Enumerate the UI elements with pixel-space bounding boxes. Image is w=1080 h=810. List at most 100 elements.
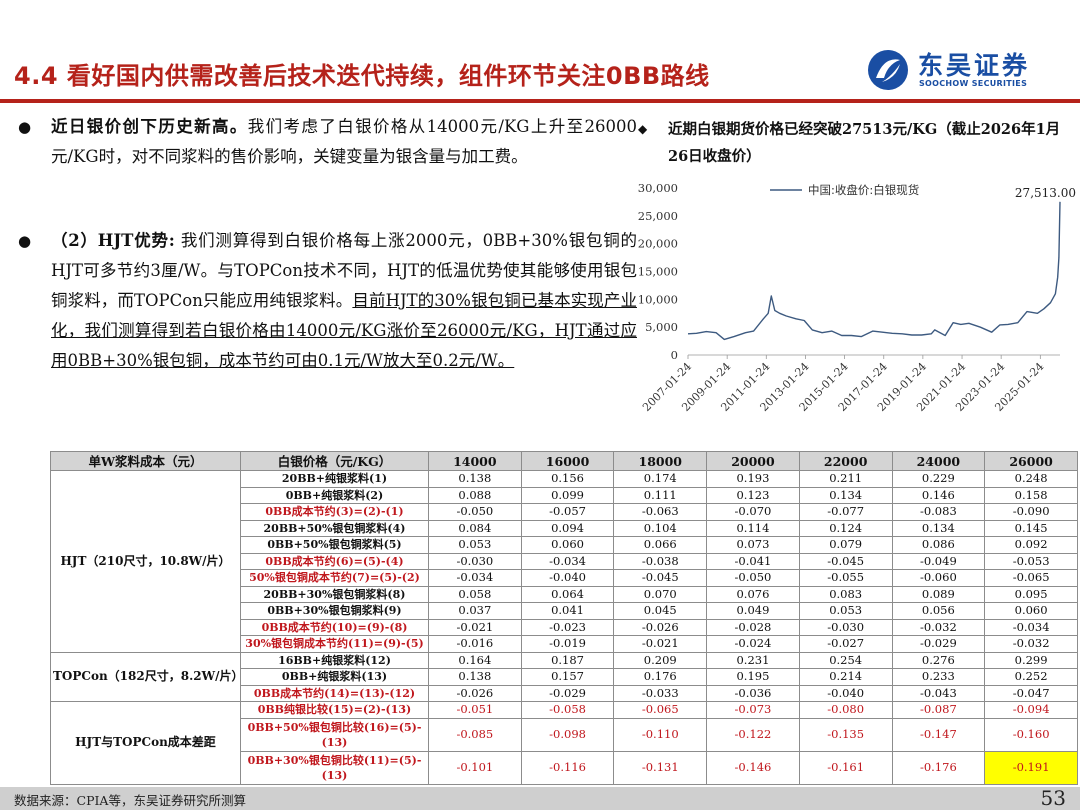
group-diff: HJT与TOPCon成本差距 — [50, 701, 241, 785]
table-cell: 0.231 — [706, 651, 800, 669]
series-line — [687, 201, 1061, 341]
table-cell: -0.034 — [520, 552, 615, 570]
table-cell: 0.095 — [984, 585, 1078, 603]
table-cell: -0.080 — [798, 701, 893, 719]
table-row: 0BB+50%银包铜浆料(5) 0.053 0.060 0.066 0.073 0.079… — [51, 536, 1078, 554]
table-cell: 0.229 — [891, 470, 986, 488]
row-label: 0BB+30%银包铜浆料(9) — [240, 602, 429, 620]
table-cell: 0.070 — [613, 585, 708, 603]
chart-caption-text: 近期白银期货价格已经突破27513元/KG（截止2026年1月26日收盘价） — [668, 121, 1061, 165]
table-header-cell: 22000 — [798, 451, 893, 471]
table-cell: -0.045 — [613, 569, 708, 587]
diamond-bullet-icon: ◆ — [638, 122, 648, 136]
table-cell: -0.041 — [706, 552, 800, 570]
table-cell: 0.193 — [706, 470, 800, 488]
table-cell: -0.131 — [613, 750, 708, 785]
table-cell: -0.027 — [798, 635, 893, 653]
table-cell: -0.055 — [798, 569, 893, 587]
table-cell: 0.060 — [520, 536, 615, 554]
y-tick-label: 20,000 — [638, 237, 678, 251]
table-cell: -0.051 — [428, 701, 522, 719]
table-cell: 0.104 — [613, 519, 708, 537]
table-cell: 0.146 — [891, 486, 986, 504]
row-label: 0BB+30%银包铜比较(11)=(5)-(13) — [240, 750, 429, 785]
table-row: 0BB成本节约(10)=(9)-(8) -0.021 -0.023 -0.026 -0.… — [51, 618, 1078, 636]
table-cell: -0.047 — [984, 684, 1078, 702]
table-cell: -0.016 — [428, 635, 522, 653]
logo-text-cn: 东吴证券 — [918, 51, 1031, 80]
table-cell: 0.053 — [428, 536, 522, 554]
table-header-row: 单W浆料成本（元） 白银价格（元/KG） 14000 16000 18000 2… — [50, 451, 1078, 471]
table-cell: -0.063 — [613, 503, 708, 521]
row-label: 0BB成本节约(10)=(9)-(8) — [240, 618, 429, 636]
group-topcon: TOPCon（182尺寸，8.2W/片） — [50, 651, 241, 702]
table-cell: 0.037 — [428, 602, 522, 620]
y-tick-label: 25,000 — [638, 209, 678, 223]
table-cell: -0.045 — [798, 552, 893, 570]
table-cell: 0.187 — [520, 651, 615, 669]
table-cell: 0.195 — [706, 668, 800, 686]
logo-text-en: SOOCHOW SECURITIES — [919, 79, 1028, 88]
table-cell: 0.073 — [706, 536, 800, 554]
page-number: 53 — [1040, 786, 1066, 810]
table-header-cell: 20000 — [706, 451, 800, 471]
table-cell: -0.050 — [428, 503, 522, 521]
table-row: 20BB+50%银包铜浆料(4) 0.084 0.094 0.104 0.114 0.12… — [51, 519, 1078, 537]
table-cell: 0.214 — [798, 668, 893, 686]
table-cell: -0.083 — [891, 503, 986, 521]
table-cell: -0.024 — [706, 635, 800, 653]
row-label: 0BB成本节约(3)=(2)-(1) — [240, 503, 429, 521]
table-cell: 0.114 — [706, 519, 800, 537]
table-cell: 0.049 — [706, 602, 800, 620]
table-header-cell: 26000 — [984, 451, 1078, 471]
table-cell: 0.156 — [520, 470, 615, 488]
table-cell: 0.164 — [428, 651, 522, 669]
row-label: 30%银包铜成本节约(11)=(9)-(5) — [240, 635, 429, 653]
table-cell: 0.176 — [613, 668, 708, 686]
table-cell: 0.299 — [984, 651, 1078, 669]
row-label: 0BB成本节约(14)=(13)-(12) — [240, 684, 429, 702]
paste-cost-table: 单W浆料成本（元） 白银价格（元/KG） 14000 16000 18000 2… — [50, 451, 1078, 785]
table-cell: -0.040 — [520, 569, 615, 587]
table-cell: 0.138 — [428, 668, 522, 686]
row-label: 16BB+纯银浆料(12) — [240, 651, 429, 669]
table-cell: -0.034 — [428, 569, 522, 587]
paragraph-2-body: 我们测算得到白银价格每上涨2000元，0BB+30%银包铜的HJT可多节约3厘/… — [51, 231, 638, 310]
table-cell: 0.111 — [613, 486, 708, 504]
table-cell: 0.099 — [520, 486, 615, 504]
table-cell: -0.033 — [613, 684, 708, 702]
table-header-cell: 14000 — [428, 451, 522, 471]
table-cell: -0.057 — [520, 503, 615, 521]
row-label: 20BB+纯银浆料(1) — [240, 470, 429, 488]
table-cell: -0.077 — [798, 503, 893, 521]
table-cell: -0.176 — [891, 750, 986, 785]
table-cell: -0.034 — [984, 618, 1078, 636]
table-header-cell: 16000 — [520, 451, 615, 471]
footer-bar — [0, 787, 1080, 810]
y-tick-label: 30,000 — [638, 181, 678, 195]
row-label: 20BB+50%银包铜浆料(4) — [240, 519, 429, 537]
table-cell: -0.085 — [428, 717, 522, 752]
row-label: 0BB成本节约(6)=(5)-(4) — [240, 552, 429, 570]
table-cell: -0.058 — [520, 701, 615, 719]
table-cell: -0.026 — [428, 684, 522, 702]
paragraph-1: 近日银价创下历史新高。我们考虑了白银价格从14000元/KG上升至26000元/… — [51, 112, 637, 172]
table-cell: 0.248 — [984, 470, 1078, 488]
table-cell: -0.101 — [428, 750, 522, 785]
table-cell: 0.276 — [891, 651, 986, 669]
table-cell: 0.157 — [520, 668, 615, 686]
row-label: 0BB+50%银包铜浆料(5) — [240, 536, 429, 554]
row-label: 0BB纯银比较(15)=(2)-(13) — [240, 701, 429, 719]
row-label: 50%银包铜成本节约(7)=(5)-(2) — [240, 569, 429, 587]
table-cell: 0.089 — [891, 585, 986, 603]
table-row: HJT与TOPCon成本差距 0BB纯银比较(15)=(2)-(13) -0.051… — [50, 701, 1078, 785]
slide-title: 4.4 看好国内供需改善后技术迭代持续，组件环节关注0BB路线 — [14, 62, 710, 90]
table-row: 0BB成本节约(3)=(2)-(1) -0.050 -0.057 -0.063 -0.0… — [51, 503, 1078, 521]
table-cell: -0.019 — [520, 635, 615, 653]
table-cell: 0.066 — [613, 536, 708, 554]
table-cell: -0.116 — [520, 750, 615, 785]
table-cell: -0.049 — [891, 552, 986, 570]
row-label: 20BB+30%银包铜浆料(8) — [240, 585, 429, 603]
table-cell: 0.083 — [798, 585, 893, 603]
table-cell: 0.079 — [798, 536, 893, 554]
